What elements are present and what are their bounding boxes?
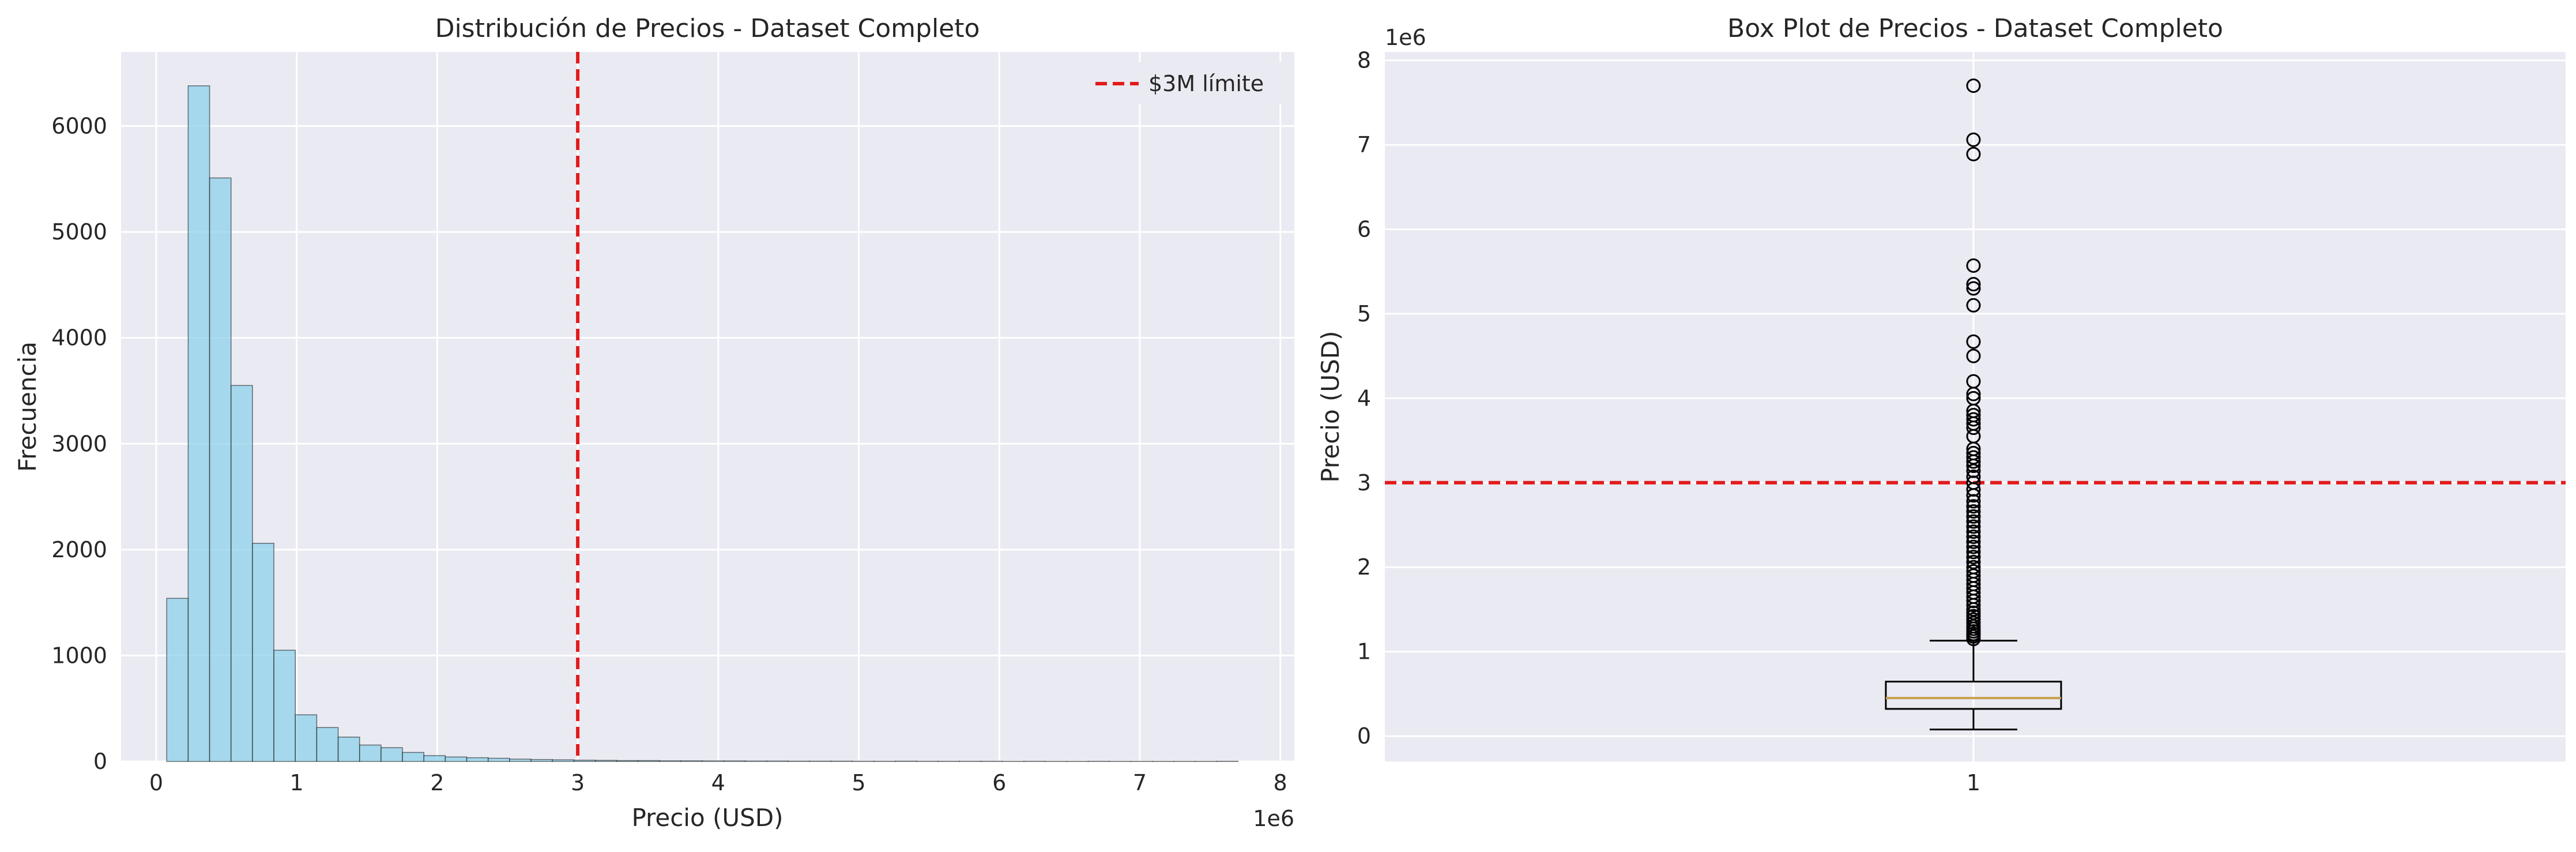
histogram-bar bbox=[253, 543, 274, 761]
histogram-bar bbox=[510, 759, 531, 761]
histogram-bar bbox=[274, 650, 295, 761]
boxplot-y-offset-label: 1e6 bbox=[1385, 25, 1426, 50]
histogram-bar bbox=[467, 758, 488, 761]
boxplot-title: Box Plot de Precios - Dataset Completo bbox=[1727, 14, 2223, 43]
histogram-bar bbox=[424, 756, 445, 761]
histogram-y-label: Frecuencia bbox=[13, 341, 42, 472]
y-tick-label: 0 bbox=[1357, 723, 1371, 749]
x-tick-label: 6 bbox=[992, 770, 1006, 795]
x-tick-label: 3 bbox=[571, 770, 585, 795]
x-tick-label: 4 bbox=[711, 770, 725, 795]
histogram-legend: $3M límite bbox=[1084, 62, 1286, 104]
x-tick-label: 7 bbox=[1133, 770, 1147, 795]
histogram-bar bbox=[402, 752, 424, 761]
histogram-bar bbox=[445, 757, 466, 761]
y-tick-label: 5 bbox=[1357, 301, 1371, 326]
boxplot-y-ticks: 0 1 2 3 4 5 6 7 8 bbox=[1357, 48, 1371, 749]
histogram-bar bbox=[338, 737, 360, 761]
y-tick-label: 2 bbox=[1357, 554, 1371, 580]
x-tick-label: 5 bbox=[852, 770, 865, 795]
histogram-bar bbox=[210, 178, 231, 761]
histogram-bar bbox=[596, 760, 617, 761]
x-tick-label: 1 bbox=[1967, 770, 1980, 795]
y-tick-label: 4 bbox=[1357, 385, 1371, 411]
boxplot-plot-area bbox=[1385, 52, 2566, 761]
y-tick-label: 7 bbox=[1357, 132, 1371, 157]
histogram-bar bbox=[574, 760, 595, 761]
histogram-bar bbox=[552, 760, 574, 761]
boxplot-x-ticks: 1 bbox=[1967, 770, 1980, 795]
histogram-x-label: Precio (USD) bbox=[631, 804, 783, 832]
y-tick-label: 1 bbox=[1357, 639, 1371, 665]
x-tick-label: 8 bbox=[1274, 770, 1287, 795]
boxplot-y-label: Precio (USD) bbox=[1316, 331, 1345, 482]
histogram-x-ticks: 0 1 2 3 4 5 6 7 8 bbox=[149, 770, 1287, 795]
boxplot-panel: 1 0 1 2 3 4 5 6 7 8 Box Plot de Precios - Datase… bbox=[1316, 14, 2566, 795]
x-tick-label: 2 bbox=[430, 770, 444, 795]
y-tick-label: 4000 bbox=[51, 325, 107, 351]
histogram-bar bbox=[231, 385, 253, 761]
histogram-bar bbox=[531, 760, 552, 761]
y-tick-label: 0 bbox=[93, 749, 107, 774]
legend-threshold-label: $3M límite bbox=[1148, 71, 1264, 96]
y-tick-label: 3000 bbox=[51, 431, 107, 456]
histogram-bar bbox=[360, 745, 381, 761]
histogram-x-offset-label: 1e6 bbox=[1253, 806, 1294, 831]
x-tick-label: 0 bbox=[149, 770, 163, 795]
histogram-bar bbox=[488, 758, 510, 761]
histogram-bar bbox=[381, 748, 402, 761]
y-tick-label: 6000 bbox=[51, 114, 107, 139]
y-tick-label: 2000 bbox=[51, 537, 107, 562]
histogram-bar bbox=[317, 727, 338, 761]
x-tick-label: 1 bbox=[290, 770, 304, 795]
y-tick-label: 5000 bbox=[51, 219, 107, 245]
histogram-title: Distribución de Precios - Dataset Comple… bbox=[435, 14, 980, 43]
y-tick-label: 6 bbox=[1357, 217, 1371, 242]
histogram-y-ticks: 0 1000 2000 3000 4000 5000 6000 bbox=[51, 114, 107, 774]
histogram-bar bbox=[188, 86, 209, 761]
y-tick-label: 8 bbox=[1357, 48, 1371, 73]
histogram-bar bbox=[167, 598, 188, 761]
histogram-panel: 0 1 2 3 4 5 6 7 8 0 1000 2000 3000 4000 5000 6000 Dist… bbox=[13, 14, 1294, 832]
histogram-bar bbox=[295, 715, 317, 761]
y-tick-label: 1000 bbox=[51, 643, 107, 668]
y-tick-label: 3 bbox=[1357, 470, 1371, 496]
